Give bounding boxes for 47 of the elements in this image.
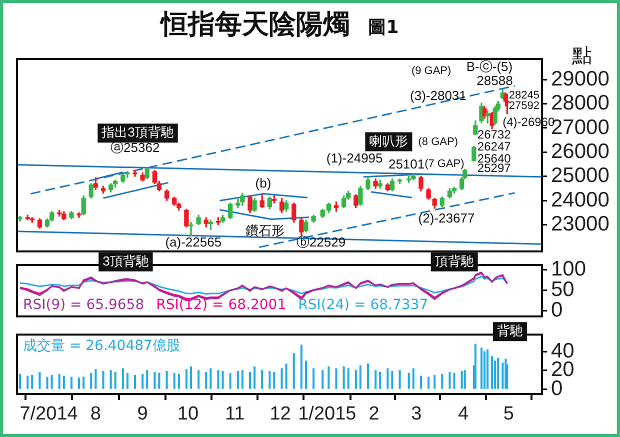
x-tick-label: 7/2014	[20, 404, 78, 425]
x-tick-label: 11	[225, 404, 245, 425]
annotation: (a)-22565	[165, 234, 222, 250]
annotation: (b)	[255, 176, 272, 191]
annotation: ⓐ25362	[110, 140, 160, 156]
chart-title: 恒指每天陰陽燭	[161, 9, 350, 40]
y-tick-label: 26000	[551, 140, 610, 163]
annotation: B-ⓒ-(5)	[466, 59, 513, 74]
annotation: 27592	[508, 100, 540, 112]
x-tick-label: 8	[90, 404, 101, 425]
x-tick-label: 2	[368, 404, 380, 425]
annotation: 指出3頂背馳	[100, 124, 174, 140]
y-tick-label: 24000	[551, 188, 610, 212]
annotation: 3頂背馳	[102, 253, 149, 268]
annotation: (7 GAP)	[424, 158, 464, 170]
annotation: 28245	[508, 90, 540, 102]
annotation: 鑽石形	[245, 222, 284, 238]
series-label: 成交量 = 26.40487億股	[23, 338, 180, 354]
annotation: 26732	[477, 127, 512, 142]
y-tick-label: 25000	[551, 164, 610, 188]
annotation: (9 GAP)	[411, 65, 452, 78]
y-tick-label: 23000	[551, 212, 610, 236]
y-axis-title: 點	[571, 43, 592, 68]
annotation: 26247	[477, 139, 512, 154]
x-tick-label: 12	[270, 404, 291, 425]
annotation: 背馳	[496, 323, 523, 338]
annotation: (1)-24995	[326, 150, 383, 166]
x-tick-label: 1/2015	[298, 404, 356, 425]
annotation: 25101	[388, 156, 425, 172]
annotation: 28588	[476, 73, 513, 88]
x-tick-label: 10	[177, 404, 199, 425]
y-tick-label: 100	[551, 258, 586, 281]
annotation: (3)-28031	[410, 88, 466, 104]
x-tick-label: 4	[458, 404, 470, 425]
x-tick-label: 5	[503, 404, 514, 425]
y-tick-label: 29000	[551, 67, 610, 90]
series-label: RSI(9) = 65.9658	[23, 297, 144, 314]
annotation: 頂背馳	[434, 253, 474, 268]
chart-subtitle: 圖1	[368, 17, 399, 38]
x-tick-label: 3	[411, 404, 422, 425]
series-label: RSI(12) = 68.2001	[156, 297, 286, 314]
annotation: 喇叭形	[369, 133, 408, 148]
x-tick-label: 9	[137, 404, 148, 425]
annotation: (8 GAP)	[418, 136, 458, 148]
y-tick-label: 28000	[551, 92, 610, 115]
annotation: (2)-23677	[418, 210, 475, 226]
series-label: RSI(24) = 68.7337	[298, 297, 428, 314]
